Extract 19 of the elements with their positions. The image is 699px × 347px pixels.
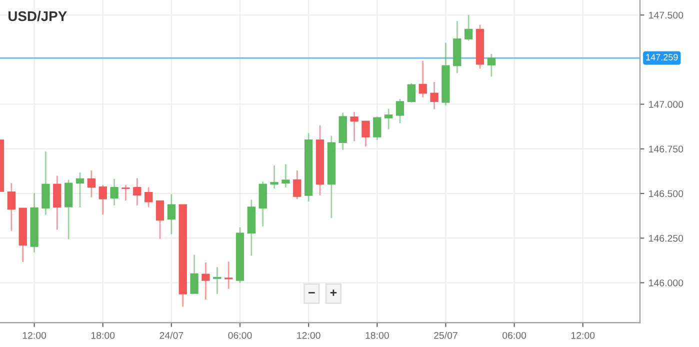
x-tick-label: 25/07 bbox=[434, 332, 458, 339]
annotation: − bbox=[308, 292, 315, 294]
x-tick-label: 24/07 bbox=[160, 332, 184, 339]
y-tick-label: 146.000 bbox=[649, 279, 684, 286]
x-tick-label: 06:00 bbox=[228, 332, 252, 339]
x-tick-label: 06:00 bbox=[502, 332, 526, 339]
y-tick-label: 146.750 bbox=[649, 146, 684, 152]
annotation: + bbox=[330, 290, 337, 296]
y-tick-label: 146.250 bbox=[649, 234, 684, 242]
text: USD/JPY bbox=[8, 10, 67, 22]
y-tick-label: 147.000 bbox=[649, 100, 684, 108]
y-tick-label: 147.500 bbox=[649, 12, 684, 19]
x-tick-label: 18:00 bbox=[91, 332, 115, 339]
ref-line-label: 147.259 bbox=[646, 54, 678, 60]
x-tick-label: 18:00 bbox=[366, 332, 389, 339]
y-tick-label: 146.500 bbox=[649, 190, 684, 198]
x-tick-label: 12:00 bbox=[571, 332, 595, 339]
x-tick-label: 12:00 bbox=[297, 332, 320, 339]
x-tick-label: 12:00 bbox=[22, 332, 46, 339]
